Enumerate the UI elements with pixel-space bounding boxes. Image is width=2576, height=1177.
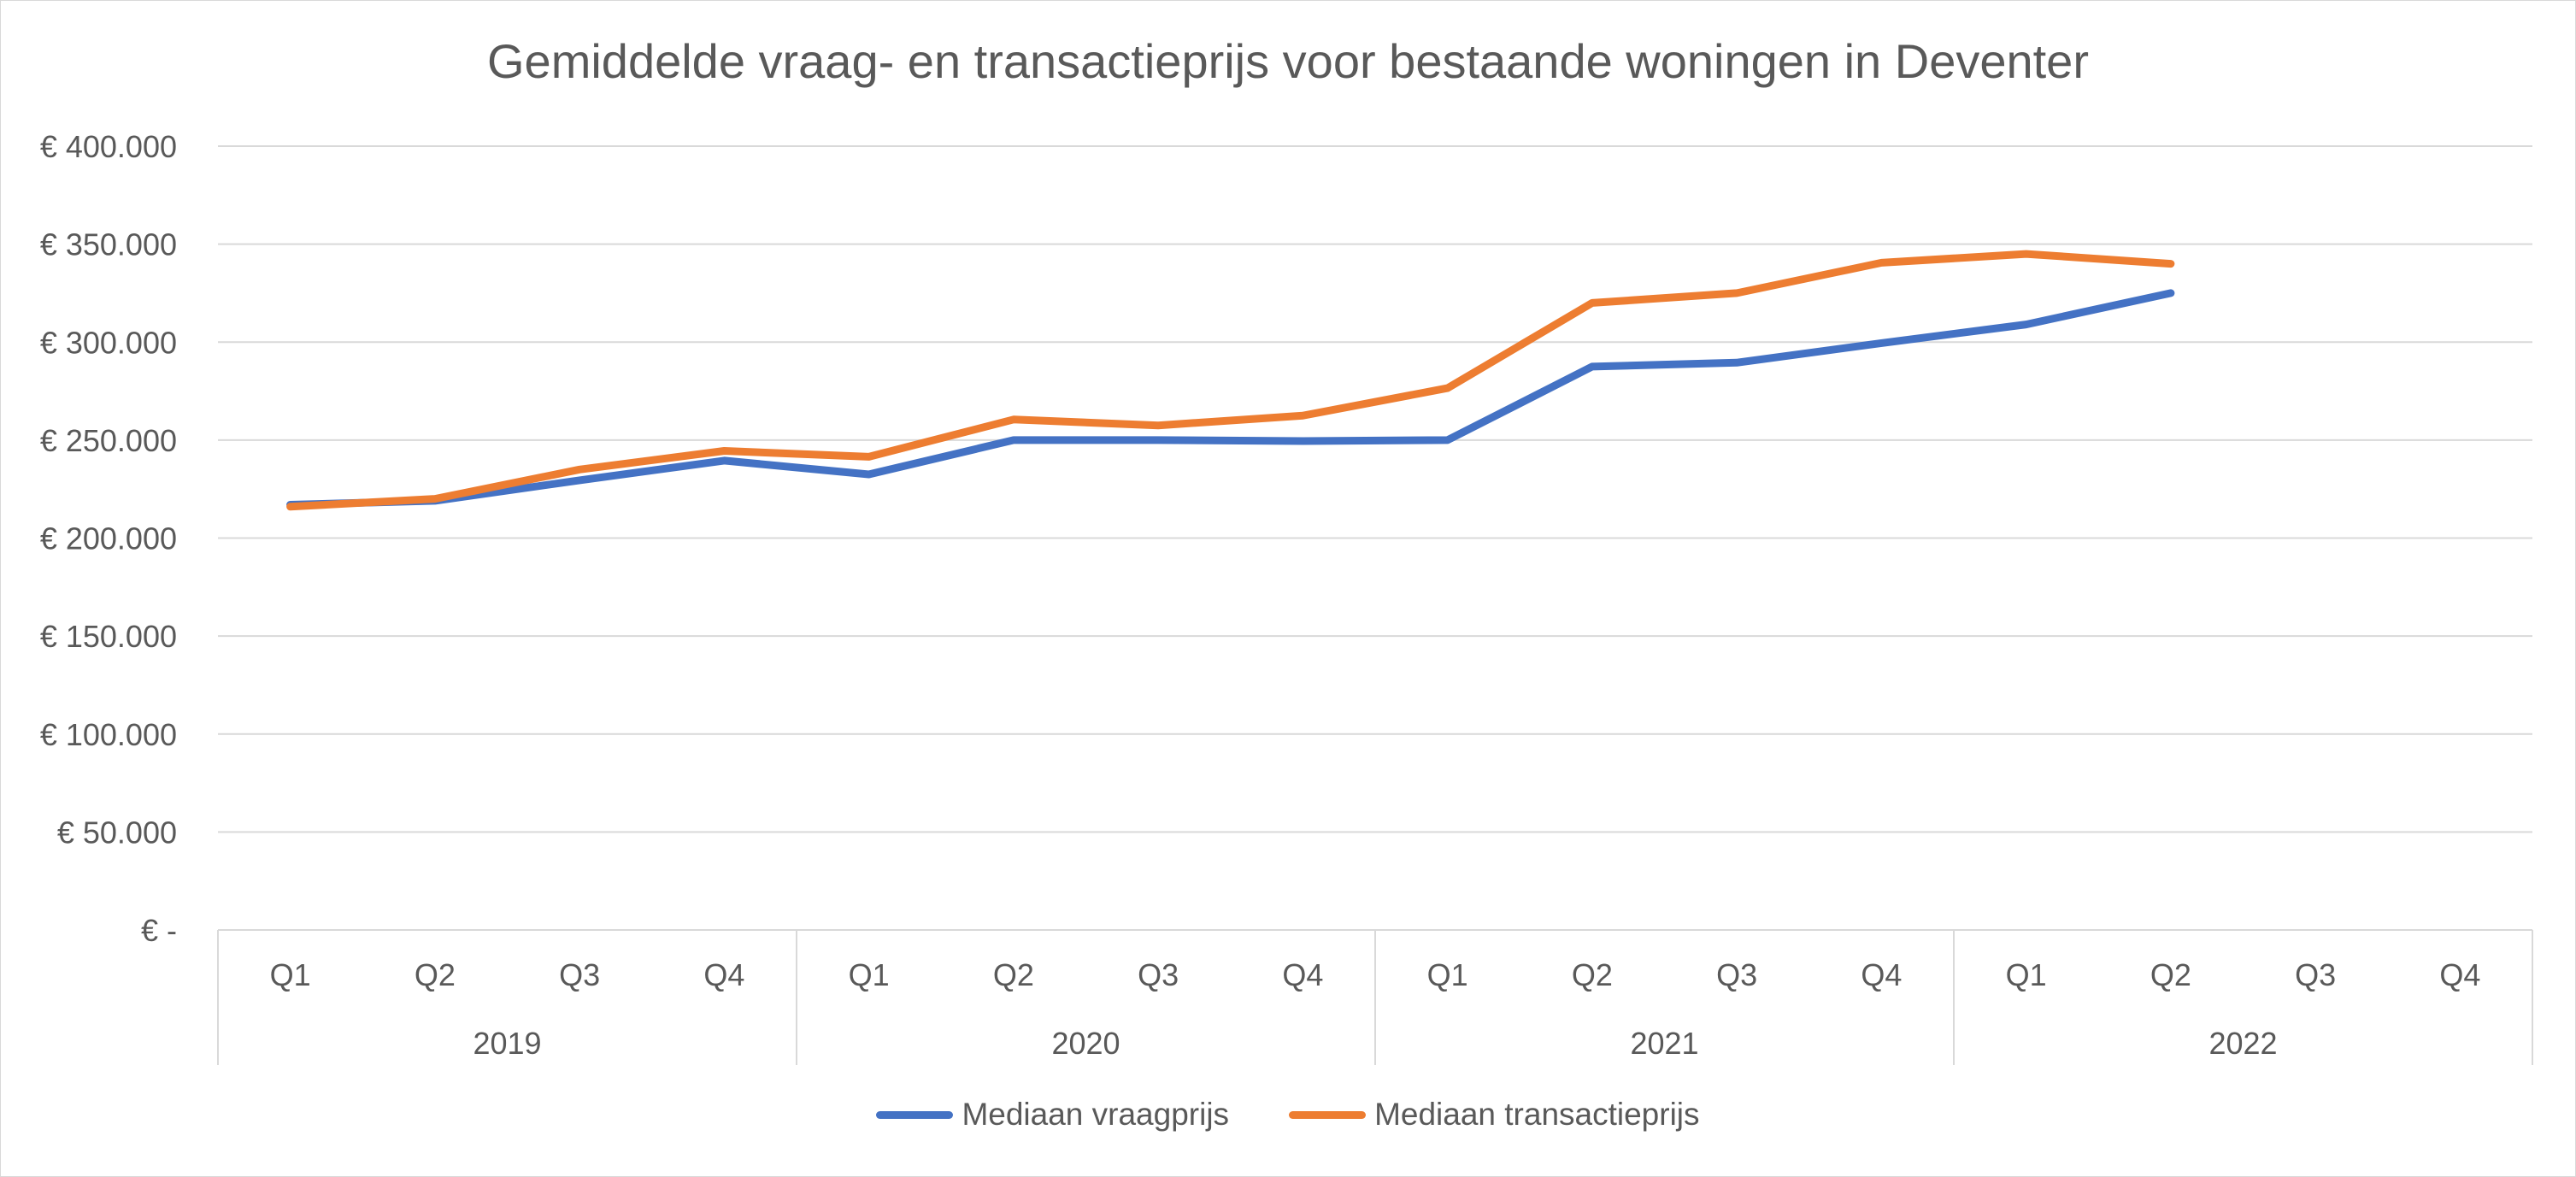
y-tick-label: € 350.000 (40, 227, 177, 262)
x-group-label: 2020 (1051, 1026, 1120, 1061)
data-point (434, 498, 436, 500)
x-tick-label: Q3 (1138, 957, 1179, 992)
x-group-label: 2021 (1630, 1026, 1698, 1061)
series-line-transactieprijs (286, 250, 2175, 511)
legend: Mediaan vraagprijs Mediaan transactiepri… (1, 1097, 2575, 1133)
x-tick-label: Q2 (993, 957, 1034, 992)
legend-swatch-vraagprijs (876, 1110, 954, 1119)
y-tick-label: € 300.000 (40, 325, 177, 360)
data-point (1013, 419, 1015, 421)
data-point (723, 450, 725, 451)
data-point (1013, 439, 1015, 441)
data-point (1447, 439, 1449, 441)
data-point (1157, 425, 1159, 427)
data-point (1591, 366, 1593, 368)
data-point (868, 456, 870, 457)
x-tick-label: Q2 (1572, 957, 1613, 992)
x-tick-label: Q4 (1861, 957, 1902, 992)
data-point (579, 468, 580, 470)
series-line-vraagprijs (286, 289, 2175, 509)
legend-item-vraagprijs: Mediaan vraagprijs (876, 1097, 1229, 1133)
legend-swatch-transactieprijs (1289, 1110, 1367, 1119)
y-tick-label: € 100.000 (40, 717, 177, 752)
x-tick-label: Q2 (415, 957, 456, 992)
x-tick-label: Q4 (2439, 957, 2480, 992)
x-group-label: 2022 (2208, 1026, 2277, 1061)
data-point (290, 506, 291, 508)
x-tick-label: Q1 (1427, 957, 1468, 992)
x-tick-label: Q1 (270, 957, 311, 992)
x-group-label: 2019 (473, 1026, 541, 1061)
data-point (1880, 342, 1882, 344)
data-point (1736, 292, 1738, 294)
data-point (2170, 292, 2172, 294)
x-tick-label: Q2 (2150, 957, 2191, 992)
y-tick-label: € - (141, 913, 177, 948)
data-point (1157, 439, 1159, 441)
x-tick-label: Q4 (1282, 957, 1323, 992)
y-tick-label: € 250.000 (40, 423, 177, 458)
legend-item-transactieprijs: Mediaan transactieprijs (1289, 1097, 1700, 1133)
data-point (2170, 263, 2172, 265)
y-tick-label: € 50.000 (57, 815, 177, 850)
legend-label-transactieprijs: Mediaan transactieprijs (1374, 1097, 1700, 1132)
x-tick-label: Q1 (2006, 957, 2047, 992)
x-tick-label: Q1 (849, 957, 890, 992)
x-tick-label: Q3 (559, 957, 600, 992)
x-tick-label: Q4 (703, 957, 744, 992)
data-point (1880, 262, 1882, 263)
x-tick-label: Q3 (2295, 957, 2336, 992)
legend-label-vraagprijs: Mediaan vraagprijs (962, 1097, 1230, 1132)
data-point (1447, 387, 1449, 389)
y-tick-label: € 400.000 (40, 129, 177, 164)
y-tick-label: € 150.000 (40, 619, 177, 654)
data-point (1736, 362, 1738, 363)
data-point (723, 460, 725, 462)
x-tick-label: Q3 (1716, 957, 1757, 992)
chart-title: Gemiddelde vraag- en transactieprijs voo… (487, 34, 2089, 88)
y-tick-label: € 200.000 (40, 521, 177, 556)
